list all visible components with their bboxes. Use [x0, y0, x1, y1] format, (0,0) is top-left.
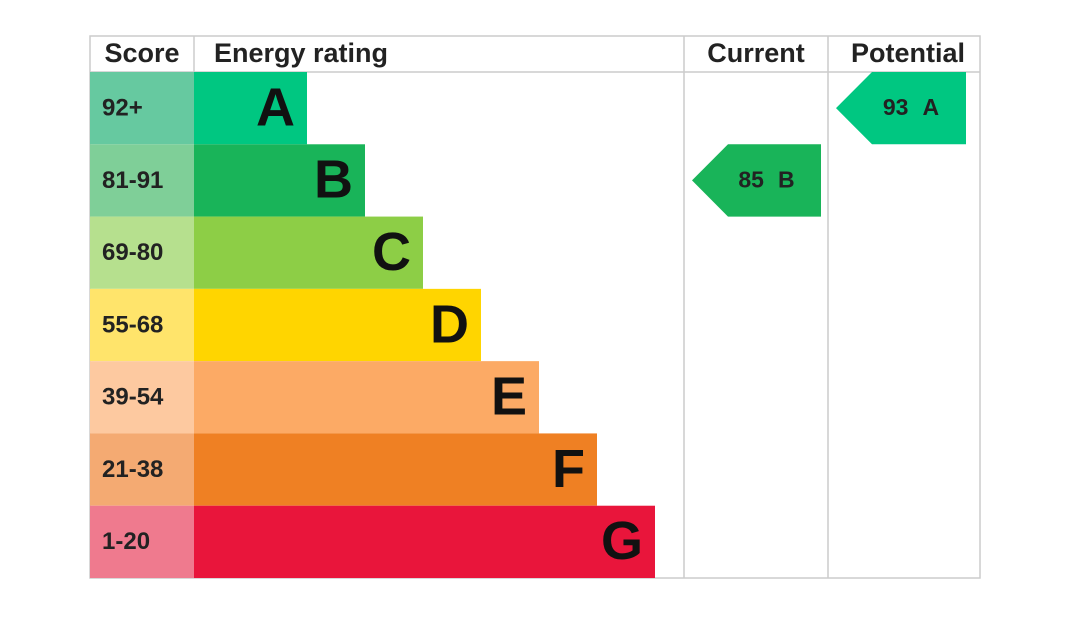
- current-letter: B: [778, 167, 795, 193]
- current-label: 85 B: [738, 167, 794, 193]
- rating-bar: [194, 433, 597, 506]
- current-arrow: [692, 144, 821, 217]
- rating-letter: F: [552, 439, 585, 499]
- rating-bar: [194, 144, 365, 217]
- score-cell: [90, 216, 194, 289]
- rating-letter: D: [430, 294, 469, 354]
- header-rating: Energy rating: [214, 38, 388, 68]
- score-range: 39-54: [102, 384, 164, 411]
- score-cell: [90, 288, 194, 362]
- rating-letter: C: [372, 222, 411, 282]
- score-cell: [90, 505, 194, 578]
- potential-label: 93 A: [883, 94, 939, 120]
- rating-bar: [194, 72, 307, 145]
- score-range: 81-91: [102, 167, 163, 194]
- rating-letter: A: [256, 77, 295, 137]
- rating-bar: [194, 361, 539, 434]
- score-range: 1-20: [102, 528, 150, 555]
- score-range: 92+: [102, 94, 143, 121]
- score-cell: [90, 433, 194, 506]
- header-potential: Potential: [851, 38, 965, 68]
- score-cell: [90, 361, 194, 434]
- score-cell: [90, 144, 194, 217]
- score-range: 55-68: [102, 311, 163, 338]
- potential-arrow: [836, 72, 966, 145]
- score-range: 21-38: [102, 456, 163, 483]
- rating-bar: [194, 505, 655, 578]
- rating-bar: [194, 216, 423, 289]
- score-cell: [90, 72, 194, 145]
- header-score: Score: [104, 38, 179, 68]
- rating-letter: G: [601, 511, 643, 571]
- header-current: Current: [707, 38, 805, 68]
- score-range: 69-80: [102, 239, 163, 266]
- rating-letter: B: [314, 150, 353, 210]
- potential-letter: A: [922, 94, 939, 120]
- current-value: 85: [738, 167, 764, 193]
- rating-letter: E: [491, 367, 527, 427]
- potential-value: 93: [883, 94, 909, 120]
- rating-bar: [194, 288, 481, 362]
